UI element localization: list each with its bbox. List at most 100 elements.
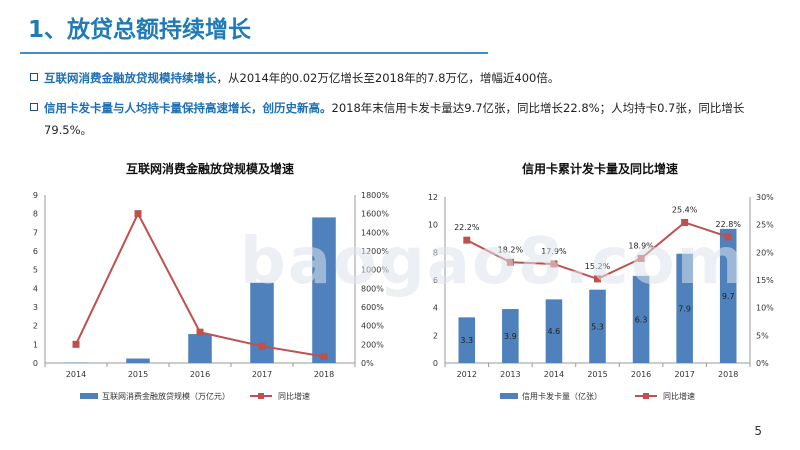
bullet-2-text: 2018年末信用卡发卡量达9.7亿张，同比增长22.8%；人均持卡0.7张，同比… [44,101,745,137]
y-right-tick-label: 30% [756,193,774,202]
y-left-tick-label: 7 [33,228,38,237]
x-tick-label: 2015 [128,370,148,379]
chart-1: 0 1 2 3 4 5 6 7 8 9 0% 200% 400% 600% 800% 1000% 1200% 14… [33,191,389,401]
y-right-tick-label: 200% [361,340,384,349]
x-tick-label: 2012 [457,370,477,379]
bar-value-label: 3.9 [504,332,517,341]
bullet-2-highlight: 信用卡发卡量与人均持卡量保持高速增长，创历史新高。 [44,101,332,115]
bullet-square-icon [30,73,38,81]
legend-line-marker [258,393,264,399]
growth-label: 18.9% [628,241,654,250]
y-right-tick-label: 800% [361,284,384,293]
x-tick-label: 2015 [587,370,607,379]
y-left-tick-label: 12 [428,193,438,202]
bullet-2: 信用卡发卡量与人均持卡量保持高速增长，创历史新高。2018年末信用卡发卡量达9.… [30,97,770,141]
y-right-tick-label: 15% [756,276,774,285]
y-left-tick-label: 1 [33,340,38,349]
bar [502,309,519,363]
bullet-square-icon [30,103,38,111]
y-right-tick-label: 600% [361,303,384,312]
y-right-tick-label: 0% [756,359,769,368]
growth-label: 17.9% [541,247,567,256]
growth-label: 15.2% [585,262,611,271]
y-left-tick-label: 0 [433,359,438,368]
x-tick-label: 2017 [252,370,272,379]
y-left-tick-label: 0 [33,359,38,368]
bar-value-label: 6.3 [635,315,648,324]
legend-bar-swatch [500,393,518,399]
watermark: baogao8.com [240,225,746,299]
y-left-tick-label: 8 [33,210,38,219]
y-right-tick-label: 5% [756,331,769,340]
x-tick-label: 2018 [314,370,334,379]
legend-bar-label: 信用卡发卡量（亿张） [522,391,602,401]
y-left-tick-label: 8 [433,248,438,257]
growth-point [550,260,558,268]
bar [632,275,650,363]
bar-value-label: 3.3 [460,336,473,345]
legend-line-label: 同比增速 [663,391,695,401]
growth-label: 22.2% [454,223,480,232]
y-right-tick-label: 1600% [361,210,389,219]
bar [545,299,563,363]
y-right-tick-label: 10% [756,304,774,313]
bullet-1-text: ，从2014年的0.02万亿增长至2018年的7.8万亿，增幅近400倍。 [216,71,560,85]
bar [719,228,737,363]
bar-value-label: 9.7 [722,292,735,301]
x-tick-label: 2014 [544,370,564,379]
chart-1-title: 互联网消费金融放贷规模及增速 [125,162,294,176]
y-right-tick-label: 1400% [361,228,389,237]
growth-point [72,340,80,348]
growth-point [594,275,601,283]
y-left-tick-label: 4 [33,284,38,293]
chart-2-title: 信用卡累计发卡量及同比增速 [521,162,678,176]
growth-point [724,233,732,241]
page-title: 1、放贷总额持续增长 [28,17,252,43]
bar [188,334,212,363]
y-right-tick-label: 400% [361,322,384,331]
y-right-tick-label: 0% [361,359,374,368]
growth-point [681,218,689,226]
growth-label: 18.2% [498,245,524,254]
legend-bar-swatch [80,393,98,399]
y-left-tick-label: 5 [33,266,38,275]
y-left-tick-label: 9 [33,191,38,200]
bar [312,217,336,363]
growth-point [134,210,142,218]
bar [589,289,606,363]
growth-label: 22.8% [716,220,742,229]
y-right-tick-label: 1000% [361,266,389,275]
bar [250,282,274,363]
bar [676,253,693,363]
x-tick-label: 2018 [718,370,738,379]
title-divider [20,52,488,54]
y-left-tick-label: 6 [33,247,38,256]
legend-line-label: 同比增速 [278,391,310,401]
y-left-tick-label: 10 [428,221,438,230]
bar-value-label: 5.3 [591,322,604,331]
y-right-tick-label: 1800% [361,191,389,200]
legend-bar-label: 互联网消费金融放贷规模（万亿元） [102,391,230,401]
growth-point [196,328,204,336]
bar-value-label: 4.6 [548,327,561,336]
growth-point [463,236,471,244]
x-tick-label: 2013 [500,370,520,379]
bar [126,358,150,363]
y-right-tick-label: 25% [756,221,774,230]
y-left-tick-label: 3 [33,303,38,312]
growth-point [637,254,645,262]
growth-label: 25.4% [672,205,698,214]
y-left-tick-label: 2 [33,322,38,331]
x-tick-label: 2017 [674,370,694,379]
y-left-tick-label: 2 [433,331,438,340]
x-tick-label: 2014 [66,370,86,379]
bullet-1-highlight: 互联网消费金融放贷规模持续增长 [44,71,217,85]
x-tick-label: 2016 [190,370,210,379]
bullet-1: 互联网消费金融放贷规模持续增长，从2014年的0.02万亿增长至2018年的7.… [30,67,770,89]
growth-point [320,352,328,360]
legend-line-marker [643,393,649,399]
page-number: 5 [754,424,762,438]
growth-point [506,258,514,266]
y-left-tick-label: 6 [433,276,438,285]
y-right-tick-label: 1200% [361,247,389,256]
